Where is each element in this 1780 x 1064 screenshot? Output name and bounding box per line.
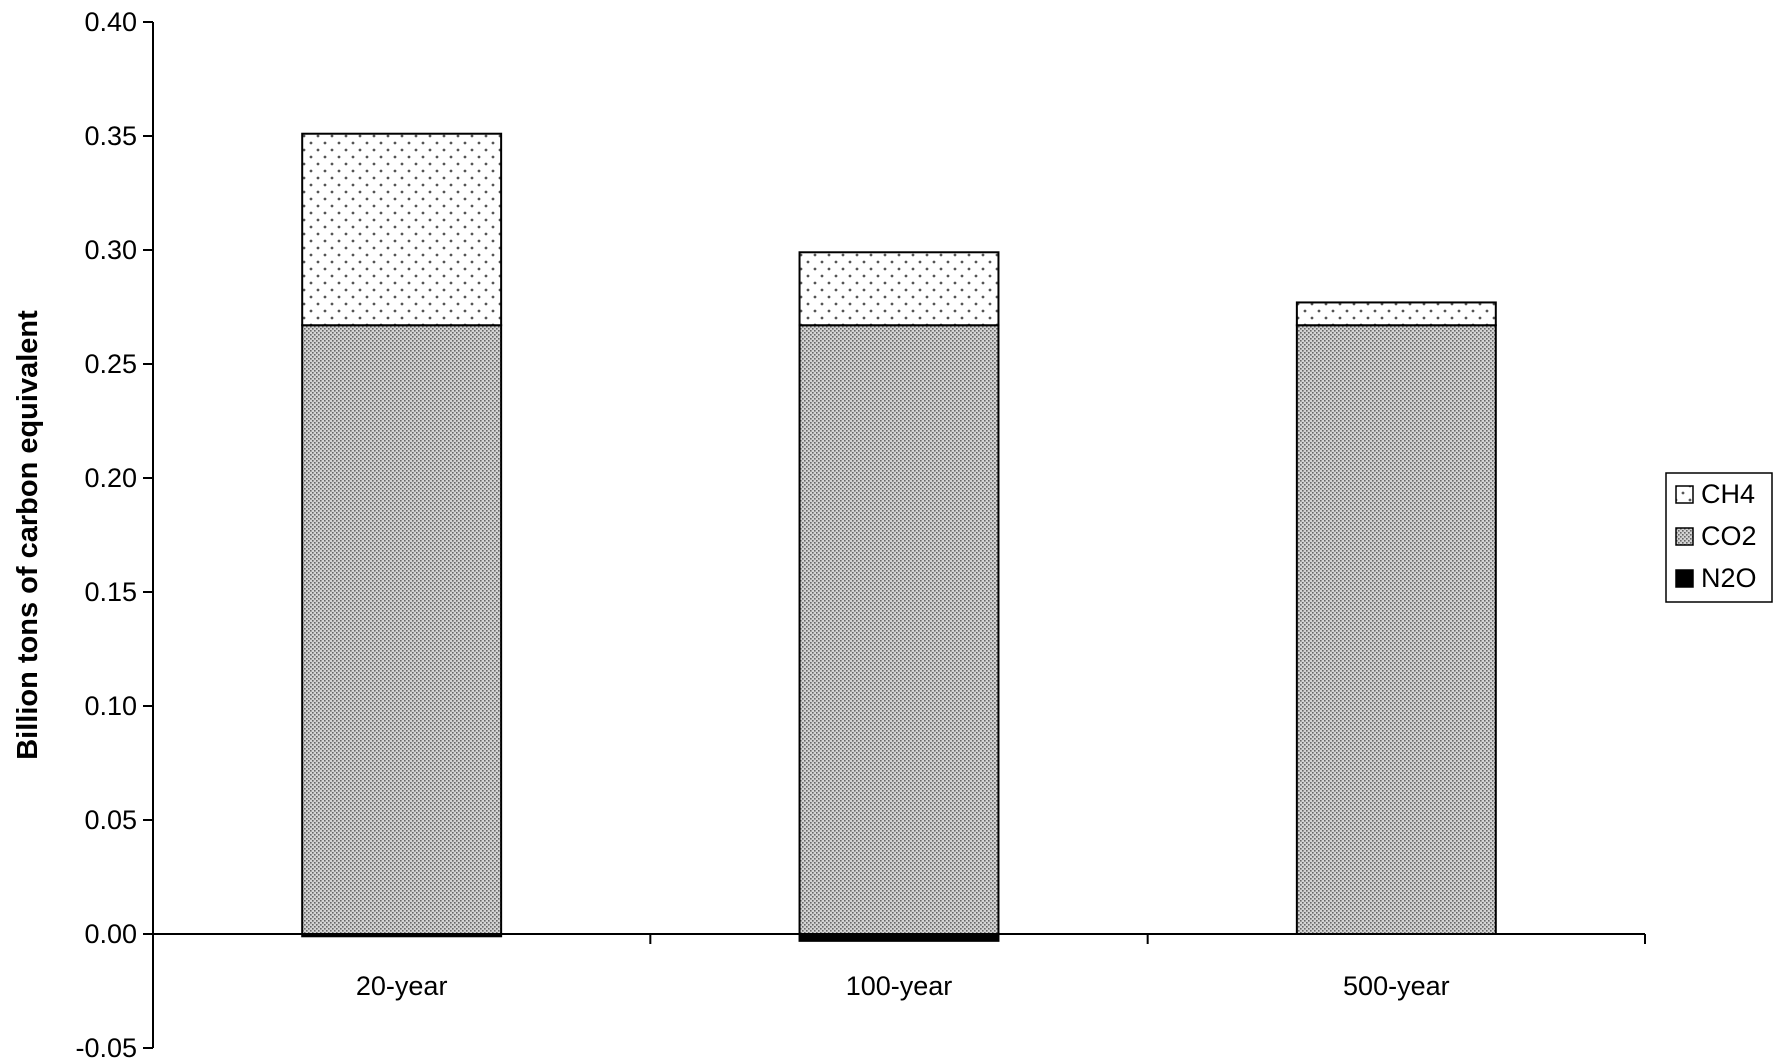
y-tick-label: 0.15 (84, 577, 137, 607)
y-tick-label: 0.30 (84, 235, 137, 265)
legend: CH4 CO2 N2O (1665, 472, 1773, 603)
legend-swatch-n2o (1675, 569, 1694, 588)
legend-label-ch4: CH4 (1701, 479, 1755, 509)
y-tick-label: 0.05 (84, 805, 137, 835)
y-tick-label: 0.25 (84, 349, 137, 379)
bar-co2-500-year (1295, 324, 1497, 935)
y-tick-label: 0.40 (84, 7, 137, 37)
x-tick-label: 100-year (846, 971, 953, 1001)
bars-group (301, 132, 1497, 942)
bar-co2-100-year (798, 324, 1000, 935)
bar-ch4-20-year (301, 132, 503, 327)
y-axis-title: Billion tons of carbon equivalent (12, 310, 44, 760)
bar-n2o-100-year (798, 933, 1000, 942)
x-axis-labels: 20-year 100-year 500-year (356, 971, 1450, 1001)
legend-swatch-ch4 (1675, 485, 1694, 504)
bar-ch4-100-year (798, 251, 1000, 327)
y-tick-label: 0.20 (84, 463, 137, 493)
y-tick-label: 0.35 (84, 121, 137, 151)
axes (152, 22, 1646, 1048)
legend-swatch-co2 (1675, 527, 1694, 546)
y-axis-ticks: -0.05 0.00 0.05 0.10 0.15 0.20 0.25 0.30 0.35 0.4… (75, 7, 153, 1063)
y-tick-label: 0.00 (84, 919, 137, 949)
legend-label-co2: CO2 (1701, 521, 1757, 551)
x-tick-label: 20-year (356, 971, 448, 1001)
y-tick-label: 0.10 (84, 691, 137, 721)
bar-ch4-500-year (1295, 301, 1497, 327)
legend-label-n2o: N2O (1701, 563, 1757, 593)
x-tick-label: 500-year (1343, 971, 1450, 1001)
y-tick-label: -0.05 (75, 1033, 137, 1063)
bar-co2-20-year (301, 324, 503, 935)
